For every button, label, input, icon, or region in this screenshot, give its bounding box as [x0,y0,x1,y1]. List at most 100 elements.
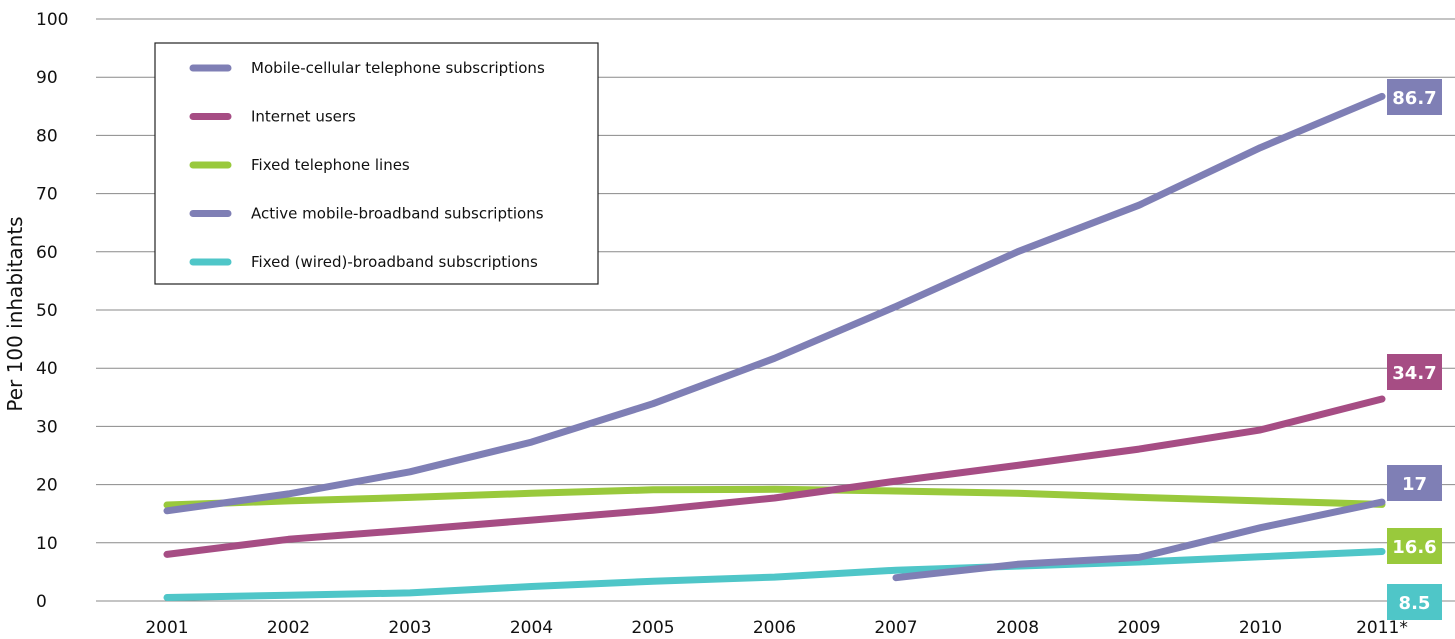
data-point [409,496,411,498]
y-tick-label: 60 [36,243,58,263]
y-tick-label: 90 [36,68,58,88]
legend-item: Active mobile-broadband subscriptions [189,205,544,223]
data-point [895,577,897,579]
data-point [1381,398,1383,400]
end-label-box [1387,465,1442,501]
series-line-3 [892,498,1386,582]
x-tick-label: 2009 [1117,618,1160,638]
end-label-3: 17 [1387,465,1442,501]
data-point [531,492,532,494]
x-tick-label: 2004 [510,618,553,638]
x-tick-label: 2010 [1239,618,1282,638]
data-point [288,538,289,540]
legend: Mobile-cellular telephone subscriptions I… [154,42,599,285]
data-point [895,569,897,571]
x-tick-label: 2002 [267,618,310,638]
data-point [1260,429,1261,431]
y-tick-label: 10 [36,534,58,554]
data-point [166,553,168,555]
series-line-4 [163,548,1386,601]
data-point [166,597,168,599]
data-point [652,580,654,582]
x-axis-ticks: 2001 2002 2003 2004 2005 2006 2007 2008 2009 2010… [145,618,1408,638]
legend-label: Fixed telephone lines [251,156,410,174]
end-label-1: 34.7 [1387,354,1442,390]
data-point [1017,464,1018,466]
series-line-1 [163,395,1386,558]
data-point [409,592,411,594]
end-label-box [1387,79,1442,115]
y-tick-label: 0 [36,592,47,612]
data-point [409,529,411,531]
x-tick-label: 2001 [145,618,188,638]
data-point [531,441,532,443]
y-tick-label: 40 [36,359,58,379]
end-label-2: 16.6 [1387,528,1442,564]
data-point [1138,561,1140,563]
end-label-text: 86.7 [1392,88,1436,109]
end-label-text: 34.7 [1392,363,1436,384]
legend-item: Internet users [189,108,356,126]
y-tick-label: 30 [36,417,58,437]
legend-item: Mobile-cellular telephone subscriptions [189,59,545,77]
data-point [1381,95,1383,97]
data-point [774,488,775,490]
y-axis-ticks: 0 10 20 30 40 50 60 70 80 90 100 [36,10,68,612]
data-point [1138,448,1140,450]
data-point [652,509,654,511]
series-lines [163,92,1386,601]
x-tick-label: 2008 [996,618,1039,638]
data-point [895,480,897,482]
y-tick-label: 20 [36,476,58,496]
data-point [531,519,532,521]
data-point [531,585,532,587]
data-point [1017,251,1018,253]
data-point [652,489,654,491]
end-label-0: 86.7 [1387,79,1442,115]
data-point [1138,496,1140,498]
legend-label: Active mobile-broadband subscriptions [251,205,544,223]
x-tick-label: 2003 [388,618,431,638]
data-point [652,403,654,405]
legend-label: Fixed (wired)-broadband subscriptions [251,253,538,271]
data-point [166,510,168,512]
legend-item: Fixed (wired)-broadband subscriptions [189,253,538,271]
data-point [288,493,289,495]
y-axis-label: Per 100 inhabitants [3,216,27,411]
data-point [166,504,168,506]
legend-label: Mobile-cellular telephone subscriptions [251,59,545,77]
end-label-text: 16.6 [1392,537,1436,558]
data-point [1138,556,1140,558]
x-tick-label: 2006 [753,618,796,638]
data-point [1260,500,1261,502]
data-point [1138,204,1140,206]
data-point [1260,556,1261,558]
end-label-box [1387,354,1442,390]
end-label-box [1387,528,1442,564]
data-point [1381,501,1383,503]
end-label-4: 8.5 [1387,584,1442,620]
legend-label: Internet users [251,108,356,126]
data-point [774,576,775,578]
x-tick-label: 2007 [874,618,917,638]
data-point [288,500,289,502]
y-tick-label: 50 [36,301,58,321]
y-tick-label: 70 [36,185,58,205]
data-point [774,497,775,499]
data-point [1017,492,1018,494]
data-point [1260,527,1261,529]
data-point [288,594,289,596]
x-tick-label: 2011* [1356,618,1408,638]
y-tick-label: 100 [36,10,68,30]
data-point [895,490,897,492]
data-point [409,471,411,473]
end-label-text: 8.5 [1399,593,1431,614]
data-point [1381,551,1383,553]
x-tick-label: 2005 [631,618,674,638]
end-label-text: 17 [1402,474,1427,495]
data-point [895,306,897,308]
data-point [774,357,775,359]
end-value-labels: 86.7 34.7 17 16.6 8.5 [1387,79,1442,620]
data-point [1017,563,1018,565]
